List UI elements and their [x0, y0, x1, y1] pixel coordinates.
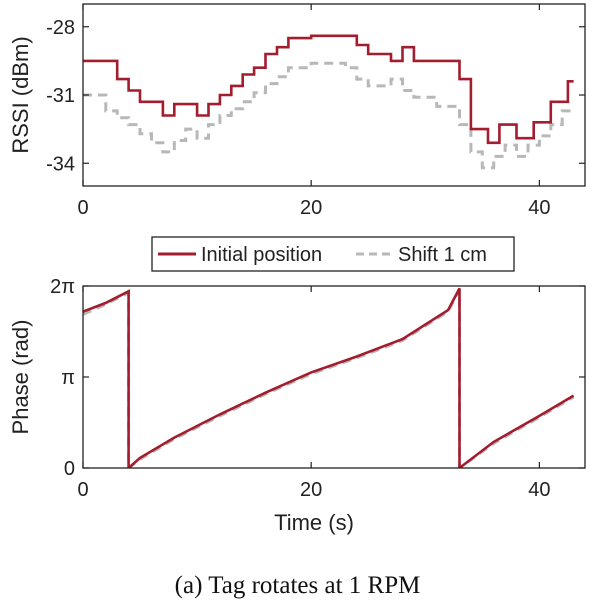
y-tick-label: 0	[64, 458, 75, 480]
y-tick-label: -31	[46, 85, 75, 107]
legend-label-initial-position: Initial position	[201, 244, 322, 266]
x-tick-label: 0	[77, 197, 88, 219]
y-tick-label: -34	[46, 153, 75, 175]
y-tick-label: 2π	[50, 276, 75, 298]
plot-area-frame	[82, 285, 586, 469]
y-tick-label: π	[61, 367, 75, 389]
y-axis-label: RSSI (dBm)	[8, 36, 33, 153]
y-axis-label: Phase (rad)	[8, 320, 33, 435]
rssi-panel: 0 20 40 -28 -31 -34 RSSI (dBm)	[8, 3, 586, 219]
phase-panel: 0 20 40 0 π 2π Phase (rad) Time (s)	[8, 276, 586, 535]
legend: Initial position Shift 1 cm	[151, 236, 515, 272]
figure-caption: (a) Tag rotates at 1 RPM	[174, 572, 421, 599]
x-axis-label: Time (s)	[274, 510, 354, 535]
legend-label-shift-1-cm: Shift 1 cm	[398, 244, 487, 266]
series-line-initial-position	[83, 287, 575, 468]
plot-area-frame	[82, 3, 586, 187]
x-tick-label: 40	[528, 479, 550, 501]
series-line-shift-1-cm	[83, 61, 574, 170]
series-line-shift-1-cm	[83, 289, 575, 468]
legend-box	[151, 236, 515, 272]
x-tick-label: 20	[300, 197, 322, 219]
series-line-initial-position	[83, 34, 574, 145]
x-tick-label: 0	[77, 479, 88, 501]
x-tick-label: 20	[300, 479, 322, 501]
y-tick-label: -28	[46, 17, 75, 39]
x-tick-label: 40	[528, 197, 550, 219]
